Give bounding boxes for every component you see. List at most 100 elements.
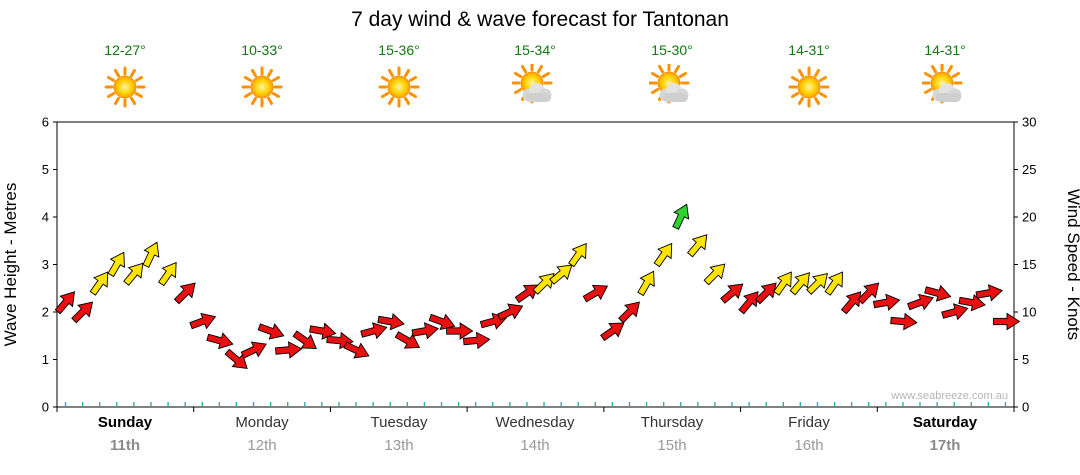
temp-range: 15-30°: [651, 42, 693, 58]
sun-ray: [114, 96, 120, 105]
partly-cloudy-icon: [511, 62, 553, 104]
wind-arrow: [206, 332, 234, 350]
wind-arrow: [360, 322, 388, 340]
sun-ray: [251, 69, 257, 78]
weather-icon-partly-cloudy: [607, 62, 737, 112]
wind-arrow: [672, 203, 690, 230]
sun-ray: [404, 96, 410, 105]
wind-arrow: [257, 323, 285, 340]
wind-arrow: [107, 251, 125, 278]
temp-range: 12-27°: [104, 42, 146, 58]
day-name: Friday: [788, 414, 830, 431]
day-label-monday: Monday 12th: [197, 414, 327, 454]
sun-ray: [924, 72, 933, 78]
wind-arrow: [394, 331, 421, 349]
sun-ray: [951, 72, 960, 78]
wind-arrow: [582, 284, 609, 303]
day-column-saturday: 14-31°: [880, 42, 1010, 112]
sunny-icon: [788, 66, 830, 108]
sun-ray: [404, 69, 410, 78]
wind-arrow: [773, 271, 792, 296]
y-left-tick-label: 2: [42, 305, 49, 320]
cloud: [522, 83, 552, 102]
sun-ray: [658, 65, 664, 74]
day-name: Wednesday: [495, 414, 575, 431]
sun-ray: [651, 88, 660, 94]
wind-arrow: [857, 282, 880, 305]
sun-ray: [514, 72, 523, 78]
wind-arrow: [568, 242, 587, 268]
wind-arrow: [637, 270, 655, 297]
sun-ray: [818, 76, 827, 82]
sun-ray: [541, 72, 550, 78]
temp-range: 15-36°: [378, 42, 420, 58]
wind-arrow: [224, 348, 248, 370]
day-label-saturday: Saturday 17th: [880, 414, 1010, 454]
y-left-tick-label: 1: [42, 352, 49, 367]
sun-ray: [651, 72, 660, 78]
wind-arrow: [806, 273, 828, 295]
sun-ray: [381, 76, 390, 82]
y-right-axis-title: Wind Speed - Knots: [1064, 189, 1080, 340]
y-right-tick-label: 20: [1022, 210, 1036, 225]
sun-ray: [107, 76, 116, 82]
sun-ray: [521, 65, 527, 74]
day-column-sunday: 12-27°: [60, 42, 190, 112]
sun-disc: [797, 75, 821, 99]
wind-arrow: [618, 301, 640, 324]
wind-arrow: [907, 293, 934, 311]
partly-cloudy-icon: [648, 62, 690, 104]
day-date: 12th: [247, 437, 277, 454]
watermark: www.seabreeze.com.au: [890, 390, 1008, 402]
temp-range: 14-31°: [788, 42, 830, 58]
wind-arrow: [54, 291, 76, 315]
sun-ray: [818, 92, 827, 98]
day-column-friday: 14-31°: [744, 42, 874, 112]
day-column-tuesday: 15-36°: [334, 42, 464, 112]
sun-ray: [130, 69, 136, 78]
day-date: 16th: [794, 437, 824, 454]
y-right-tick-label: 10: [1022, 305, 1036, 320]
wind-arrow: [703, 263, 726, 286]
y-left-tick-label: 6: [42, 115, 49, 130]
sun-ray: [798, 69, 804, 78]
day-label-thursday: Thursday 15th: [607, 414, 737, 454]
day-name: Sunday: [97, 414, 153, 431]
sun-ray: [408, 76, 417, 82]
sun-ray: [134, 76, 143, 82]
sun-ray: [798, 96, 804, 105]
wind-arrow: [411, 322, 440, 340]
sunny-icon: [241, 66, 283, 108]
sun-ray: [244, 76, 253, 82]
y-right-tick-label: 25: [1022, 162, 1036, 177]
sun-ray: [271, 92, 280, 98]
sun-ray: [814, 96, 820, 105]
day-label-sunday: Sunday 11th: [60, 414, 190, 454]
wind-arrow: [993, 312, 1021, 331]
temp-range: 15-34°: [514, 42, 556, 58]
cloud: [659, 83, 689, 102]
sun-ray: [244, 92, 253, 98]
wind-arrow: [975, 284, 1004, 302]
y-right-tick-label: 15: [1022, 257, 1036, 272]
day-date: 11th: [109, 437, 140, 454]
wind-arrow: [71, 301, 94, 324]
sun-ray: [267, 69, 273, 78]
y-right-tick-label: 30: [1022, 115, 1036, 130]
wind-arrow: [890, 312, 918, 331]
sun-ray: [251, 96, 257, 105]
wind-arrow: [824, 271, 844, 296]
sun-ray: [814, 69, 820, 78]
wind-arrow: [941, 303, 969, 321]
sun-ray: [271, 76, 280, 82]
plot-frame: [56, 121, 1015, 408]
wind-arrow: [924, 284, 952, 302]
wind-arrow: [274, 341, 303, 359]
wind-arrow: [958, 293, 986, 312]
sun-ray: [678, 72, 687, 78]
y-left-tick-label: 4: [42, 210, 49, 225]
day-column-monday: 10-33°: [197, 42, 327, 112]
sun-ray: [107, 92, 116, 98]
wind-arrow: [189, 312, 217, 330]
